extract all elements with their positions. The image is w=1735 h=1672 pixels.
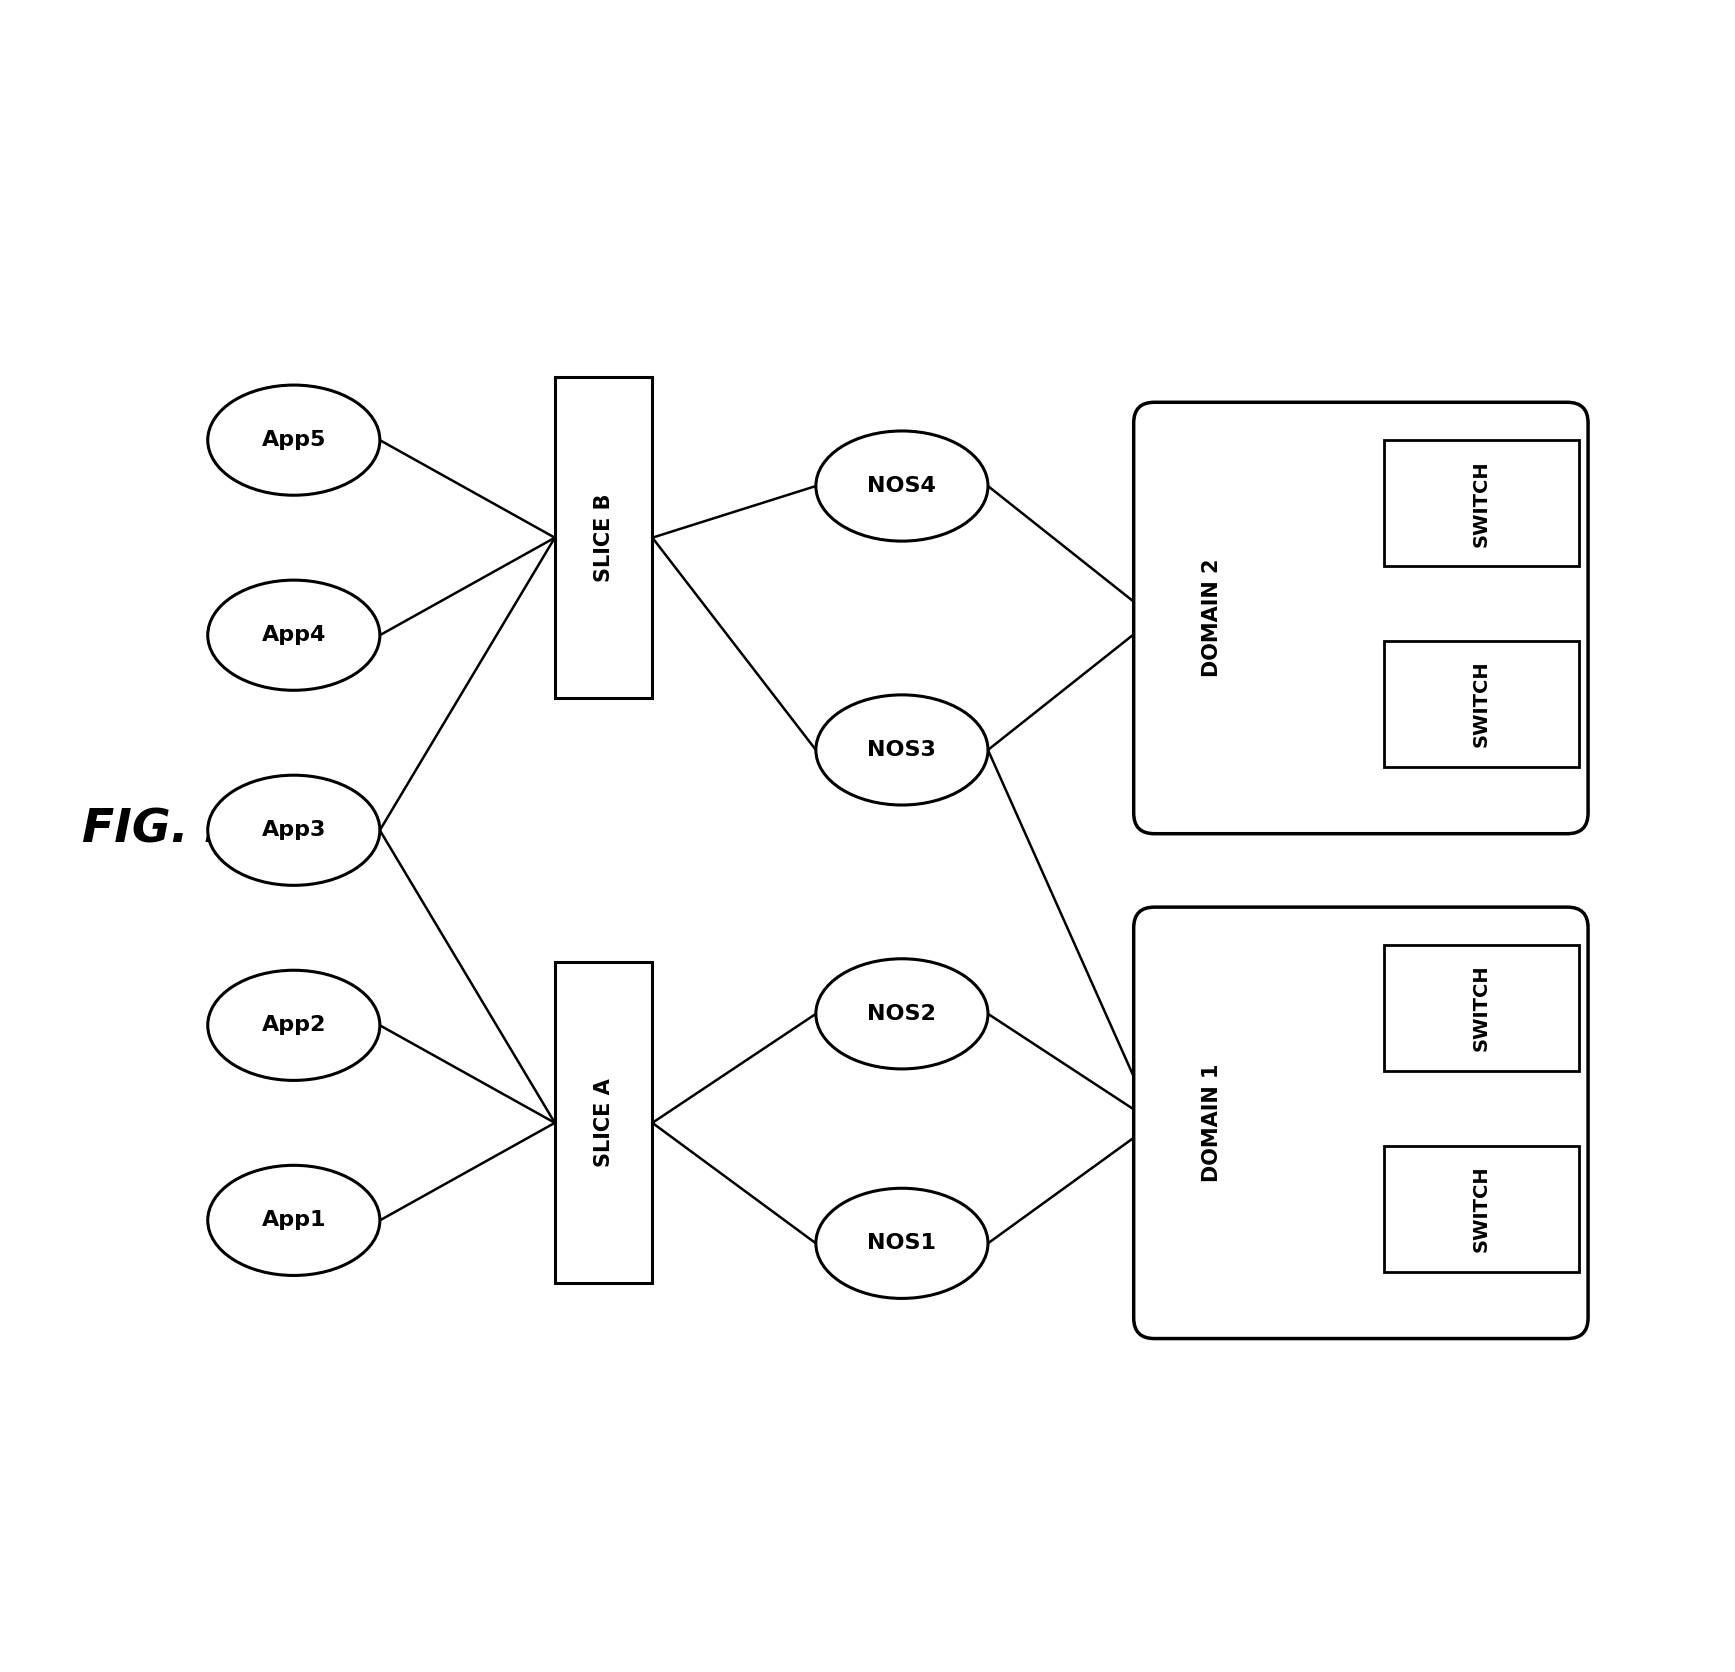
Text: App5: App5 <box>262 430 326 450</box>
Text: FIG. 2: FIG. 2 <box>82 808 238 853</box>
Text: SWITCH: SWITCH <box>1471 660 1490 747</box>
Ellipse shape <box>208 580 380 691</box>
Ellipse shape <box>208 1165 380 1276</box>
Ellipse shape <box>815 431 987 542</box>
Text: SLICE A: SLICE A <box>593 1078 614 1167</box>
Text: NOS3: NOS3 <box>868 741 937 761</box>
Ellipse shape <box>208 776 380 886</box>
Text: DOMAIN 2: DOMAIN 2 <box>1202 558 1221 677</box>
FancyBboxPatch shape <box>1133 908 1588 1339</box>
Ellipse shape <box>815 1189 987 1299</box>
FancyBboxPatch shape <box>1385 640 1579 767</box>
FancyBboxPatch shape <box>1385 945 1579 1072</box>
Text: NOS2: NOS2 <box>868 1003 937 1023</box>
Text: NOS4: NOS4 <box>868 477 937 497</box>
Ellipse shape <box>815 958 987 1068</box>
Text: SWITCH: SWITCH <box>1471 965 1490 1052</box>
Text: App2: App2 <box>262 1015 326 1035</box>
FancyBboxPatch shape <box>1385 1145 1579 1272</box>
Ellipse shape <box>208 385 380 495</box>
FancyBboxPatch shape <box>555 961 652 1284</box>
FancyBboxPatch shape <box>555 378 652 699</box>
Ellipse shape <box>815 696 987 804</box>
Text: App1: App1 <box>262 1211 326 1231</box>
Text: SWITCH: SWITCH <box>1471 460 1490 547</box>
Text: SWITCH: SWITCH <box>1471 1165 1490 1252</box>
Text: App4: App4 <box>262 625 326 645</box>
Text: NOS1: NOS1 <box>868 1234 937 1254</box>
Text: SLICE B: SLICE B <box>593 493 614 582</box>
FancyBboxPatch shape <box>1133 403 1588 834</box>
Text: DOMAIN 1: DOMAIN 1 <box>1202 1063 1221 1182</box>
Text: App3: App3 <box>262 821 326 841</box>
Ellipse shape <box>208 970 380 1080</box>
FancyBboxPatch shape <box>1385 440 1579 567</box>
